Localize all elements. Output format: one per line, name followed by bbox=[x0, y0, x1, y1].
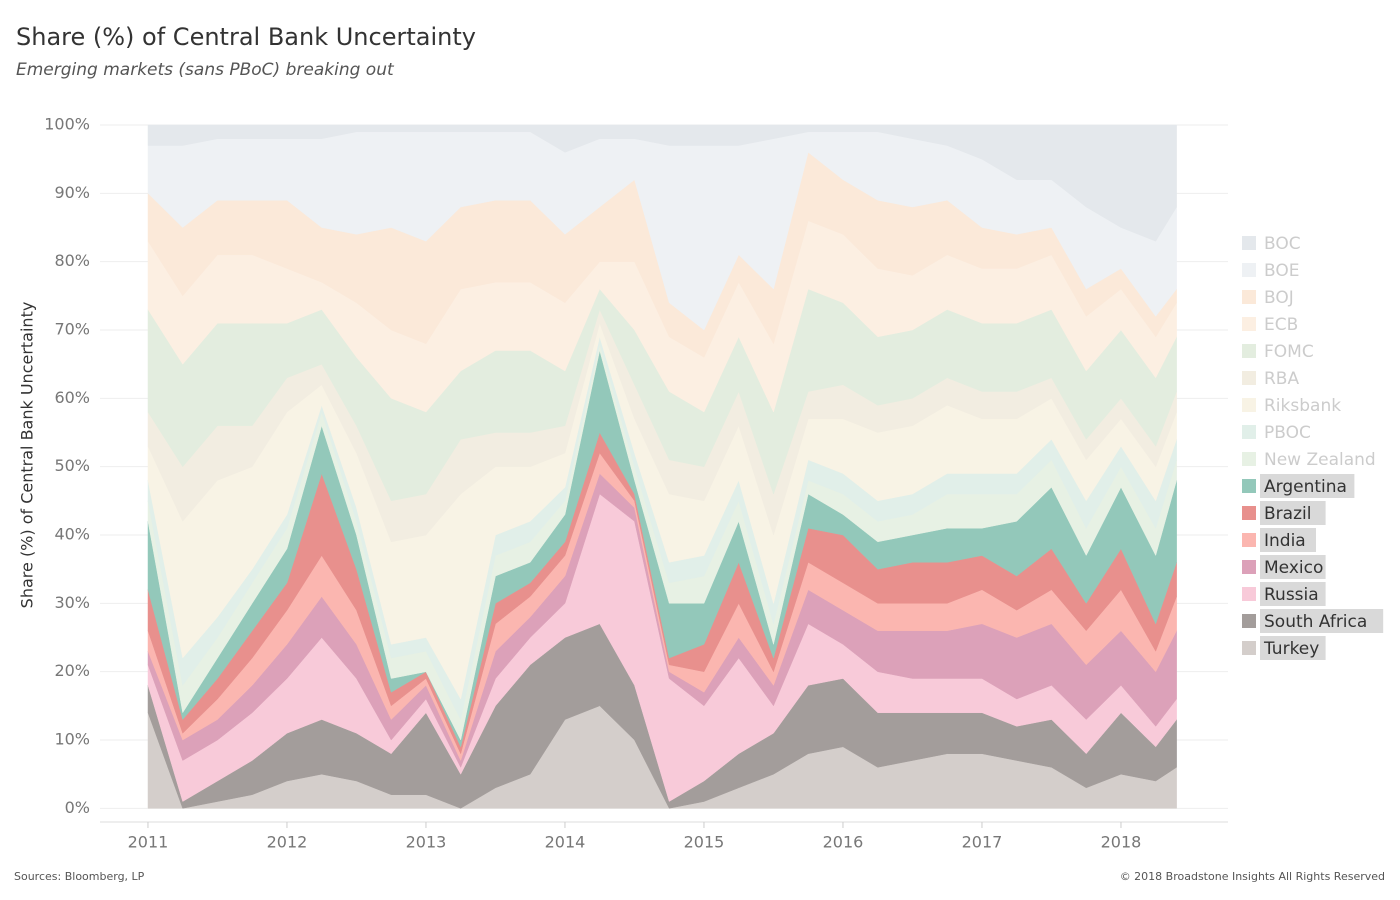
legend-label: PBOC bbox=[1264, 423, 1311, 443]
source: Sources: Bloomberg, LP bbox=[14, 870, 145, 883]
x-tick-label: 2014 bbox=[545, 833, 586, 852]
legend-label: Mexico bbox=[1264, 558, 1323, 578]
legend-highlight bbox=[1260, 474, 1355, 498]
area bbox=[147, 124, 1177, 242]
y-tick-label: 90% bbox=[54, 183, 90, 202]
legend-swatch bbox=[1242, 344, 1256, 358]
copyright: © 2018 Broadstone Insights All Rights Re… bbox=[1120, 870, 1385, 883]
legend-highlight bbox=[1260, 528, 1316, 552]
x-tick-label: 2015 bbox=[684, 833, 725, 852]
y-tick-label: 60% bbox=[54, 388, 90, 407]
legend-swatch bbox=[1242, 371, 1256, 385]
legend-label: South Africa bbox=[1264, 612, 1367, 632]
y-tick-label: 0% bbox=[65, 798, 90, 817]
y-tick-label: 70% bbox=[54, 320, 90, 339]
legend-swatch bbox=[1242, 587, 1256, 601]
legend-label: Russia bbox=[1264, 585, 1319, 605]
x-tick-label: 2017 bbox=[962, 833, 1003, 852]
legend-label: Argentina bbox=[1264, 477, 1347, 497]
legend-swatch bbox=[1242, 506, 1256, 520]
legend-label: Brazil bbox=[1264, 504, 1311, 524]
legend-highlight bbox=[1260, 501, 1326, 525]
y-tick-label: 10% bbox=[54, 730, 90, 749]
x-tick-label: 2018 bbox=[1101, 833, 1142, 852]
legend-swatch bbox=[1242, 452, 1256, 466]
legend-highlight bbox=[1260, 636, 1326, 660]
legend-label: India bbox=[1264, 531, 1306, 551]
legend-swatch bbox=[1242, 317, 1256, 331]
legend-swatch bbox=[1242, 425, 1256, 439]
x-tick-label: 2012 bbox=[267, 833, 308, 852]
legend-label: Riksbank bbox=[1264, 396, 1341, 416]
legend-label: New Zealand bbox=[1264, 450, 1376, 470]
legend-label: BOC bbox=[1264, 234, 1301, 254]
legend-swatch bbox=[1242, 290, 1256, 304]
legend-highlight bbox=[1260, 582, 1326, 606]
legend-label: FOMC bbox=[1264, 342, 1314, 362]
chart-subtitle: Emerging markets (sans PBoC) breaking ou… bbox=[16, 60, 395, 80]
x-tick-label: 2013 bbox=[406, 833, 447, 852]
y-tick-label: 40% bbox=[54, 525, 90, 544]
legend-swatch bbox=[1242, 533, 1256, 547]
chart-title: Share (%) of Central Bank Uncertainty bbox=[16, 23, 476, 51]
legend-label: BOJ bbox=[1264, 288, 1294, 308]
x-tick-label: 2011 bbox=[128, 833, 169, 852]
legend-swatch bbox=[1242, 560, 1256, 574]
legend-label: BOE bbox=[1264, 261, 1300, 281]
legend-swatch bbox=[1242, 641, 1256, 655]
legend-swatch bbox=[1242, 236, 1256, 250]
legend-swatch bbox=[1242, 614, 1256, 628]
legend-swatch bbox=[1242, 479, 1256, 493]
legend-swatch bbox=[1242, 263, 1256, 277]
y-tick-label: 30% bbox=[54, 593, 90, 612]
legend-label: ECB bbox=[1264, 315, 1298, 335]
legend-highlight bbox=[1260, 609, 1384, 633]
y-tick-label: 20% bbox=[54, 661, 90, 680]
legend-highlight bbox=[1260, 555, 1326, 579]
y-tick-label: 50% bbox=[54, 456, 90, 475]
x-tick-label: 2016 bbox=[823, 833, 864, 852]
y-axis-label: Share (%) of Central Bank Uncertainty bbox=[18, 302, 37, 609]
legend-swatch bbox=[1242, 398, 1256, 412]
legend-label: Turkey bbox=[1263, 639, 1319, 659]
legend-label: RBA bbox=[1264, 369, 1299, 389]
y-tick-label: 80% bbox=[54, 251, 90, 270]
y-tick-label: 100% bbox=[44, 115, 90, 134]
